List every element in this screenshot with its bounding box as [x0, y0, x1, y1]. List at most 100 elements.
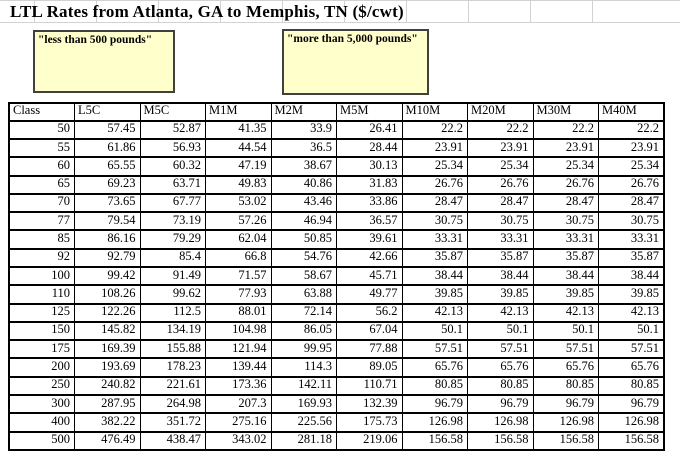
table-row: 125 122.26 112.5 88.01 72.14 56.2 42.13 42.13 42… — [8, 302, 665, 323]
column-header-m2m: M2M — [270, 102, 337, 122]
rate-cell: 38.44 — [467, 265, 534, 287]
table-row: 85 86.16 79.29 62.04 50.85 39.61 33.31 33.31 33.… — [8, 229, 665, 250]
rate-cell: 65.76 — [532, 357, 599, 378]
rate-cell: 264.98 — [139, 393, 206, 415]
column-header-m5c: M5C — [139, 102, 206, 122]
rate-cell: 207.3 — [205, 393, 272, 415]
rate-cell: 54.76 — [270, 247, 337, 269]
rate-cell: 26.76 — [532, 174, 599, 195]
rate-cell: 42.13 — [401, 302, 468, 323]
rate-cell: 60.32 — [139, 156, 206, 177]
rate-cell: 35.87 — [598, 247, 665, 269]
rate-cell: 67.04 — [336, 320, 403, 342]
rate-cell: 169.93 — [270, 393, 337, 415]
rate-cell: 221.61 — [139, 375, 206, 396]
rate-cell: 112.5 — [139, 302, 206, 323]
rates-table-header: Class L5C M5C M1M M2M M5M M10M M20M M30M M40M — [8, 102, 665, 122]
rate-cell: 281.18 — [270, 430, 337, 452]
rate-cell: 126.98 — [401, 412, 468, 433]
table-row: 92 92.79 85.4 66.8 54.76 42.66 35.87 35.87 35.87… — [8, 247, 665, 269]
rate-cell: 193.69 — [74, 357, 141, 378]
rate-cell: 287.95 — [74, 393, 141, 415]
class-cell: 50 — [8, 119, 75, 141]
rate-cell: 77.93 — [205, 284, 272, 305]
rate-cell: 343.02 — [205, 430, 272, 452]
title-row: LTL Rates from Atlanta, GA to Memphis, T… — [0, 0, 680, 23]
rate-cell: 23.91 — [401, 138, 468, 159]
rate-cell: 28.47 — [532, 192, 599, 214]
callout-more-than-5000[interactable]: "more than 5,000 pounds" — [282, 29, 429, 95]
rates-table-body: 50 57.45 52.87 41.35 33.9 26.41 22.2 22.2 22.2 22… — [8, 119, 665, 452]
class-cell: 400 — [8, 412, 75, 433]
column-header-m5m: M5M — [336, 102, 403, 122]
rate-cell: 72.14 — [270, 302, 337, 323]
rate-cell: 39.85 — [467, 284, 534, 305]
rate-cell: 122.26 — [74, 302, 141, 323]
rate-cell: 275.16 — [205, 412, 272, 433]
rate-cell: 142.11 — [270, 375, 337, 396]
rate-cell: 25.34 — [532, 156, 599, 177]
table-row: 400 382.22 351.72 275.16 225.56 175.73 126.98 1… — [8, 412, 665, 433]
rate-cell: 86.05 — [270, 320, 337, 342]
class-cell: 70 — [8, 192, 75, 214]
rate-cell: 35.87 — [401, 247, 468, 269]
rate-cell: 57.51 — [532, 339, 599, 360]
rate-cell: 175.73 — [336, 412, 403, 433]
rate-cell: 39.85 — [532, 284, 599, 305]
rate-cell: 89.05 — [336, 357, 403, 378]
table-row: 150 145.82 134.19 104.98 86.05 67.04 50.1 50.1 5… — [8, 320, 665, 342]
table-row: 65 69.23 63.71 49.83 40.86 31.83 26.76 26.76 26.… — [8, 174, 665, 195]
rate-cell: 33.31 — [532, 229, 599, 250]
rate-cell: 156.58 — [532, 430, 599, 452]
rate-cell: 25.34 — [401, 156, 468, 177]
rate-cell: 80.85 — [401, 375, 468, 396]
rate-cell: 351.72 — [139, 412, 206, 433]
rate-cell: 66.8 — [205, 247, 272, 269]
rate-cell: 155.88 — [139, 339, 206, 360]
rate-cell: 35.87 — [532, 247, 599, 269]
table-row: 200 193.69 178.23 139.44 114.3 89.05 65.76 65.7… — [8, 357, 665, 378]
rate-cell: 73.19 — [139, 211, 206, 232]
table-row: 55 61.86 56.93 44.54 36.5 28.44 23.91 23.91 23.9… — [8, 138, 665, 159]
rate-cell: 110.71 — [336, 375, 403, 396]
rate-cell: 108.26 — [74, 284, 141, 305]
class-cell: 250 — [8, 375, 75, 396]
column-header-l5c: L5C — [74, 102, 141, 122]
callout-less-than-500[interactable]: "less than 500 pounds" — [33, 30, 175, 93]
rate-cell: 22.2 — [401, 119, 468, 141]
rate-cell: 33.86 — [336, 192, 403, 214]
rate-cell: 126.98 — [598, 412, 665, 433]
rate-cell: 126.98 — [532, 412, 599, 433]
rate-cell: 476.49 — [74, 430, 141, 452]
rate-cell: 57.51 — [598, 339, 665, 360]
rate-cell: 79.54 — [74, 211, 141, 232]
rate-cell: 240.82 — [74, 375, 141, 396]
header-row: Class L5C M5C M1M M2M M5M M10M M20M M30M M40M — [8, 102, 665, 122]
rate-cell: 126.98 — [467, 412, 534, 433]
rate-cell: 96.79 — [532, 393, 599, 415]
rate-cell: 63.71 — [139, 174, 206, 195]
rate-cell: 41.35 — [205, 119, 272, 141]
table-row: 300 287.95 264.98 207.3 169.93 132.39 96.79 96.… — [8, 393, 665, 415]
rate-cell: 134.19 — [139, 320, 206, 342]
table-row: 70 73.65 67.77 53.02 43.46 33.86 28.47 28.47 28.… — [8, 192, 665, 214]
rate-cell: 42.13 — [467, 302, 534, 323]
rate-cell: 96.79 — [467, 393, 534, 415]
rate-cell: 36.57 — [336, 211, 403, 232]
rate-cell: 80.85 — [467, 375, 534, 396]
rate-cell: 63.88 — [270, 284, 337, 305]
rate-cell: 26.76 — [401, 174, 468, 195]
rate-cell: 104.98 — [205, 320, 272, 342]
rate-cell: 79.29 — [139, 229, 206, 250]
table-row: 50 57.45 52.87 41.35 33.9 26.41 22.2 22.2 22.2 22… — [8, 119, 665, 141]
rate-cell: 57.26 — [205, 211, 272, 232]
rate-cell: 50.1 — [598, 320, 665, 342]
rate-cell: 33.31 — [598, 229, 665, 250]
table-row: 250 240.82 221.61 173.36 142.11 110.71 80.85 80… — [8, 375, 665, 396]
rate-cell: 28.44 — [336, 138, 403, 159]
rate-cell: 47.19 — [205, 156, 272, 177]
rate-cell: 31.83 — [336, 174, 403, 195]
rate-cell: 156.58 — [401, 430, 468, 452]
column-header-class: Class — [8, 102, 75, 122]
rate-cell: 39.85 — [598, 284, 665, 305]
